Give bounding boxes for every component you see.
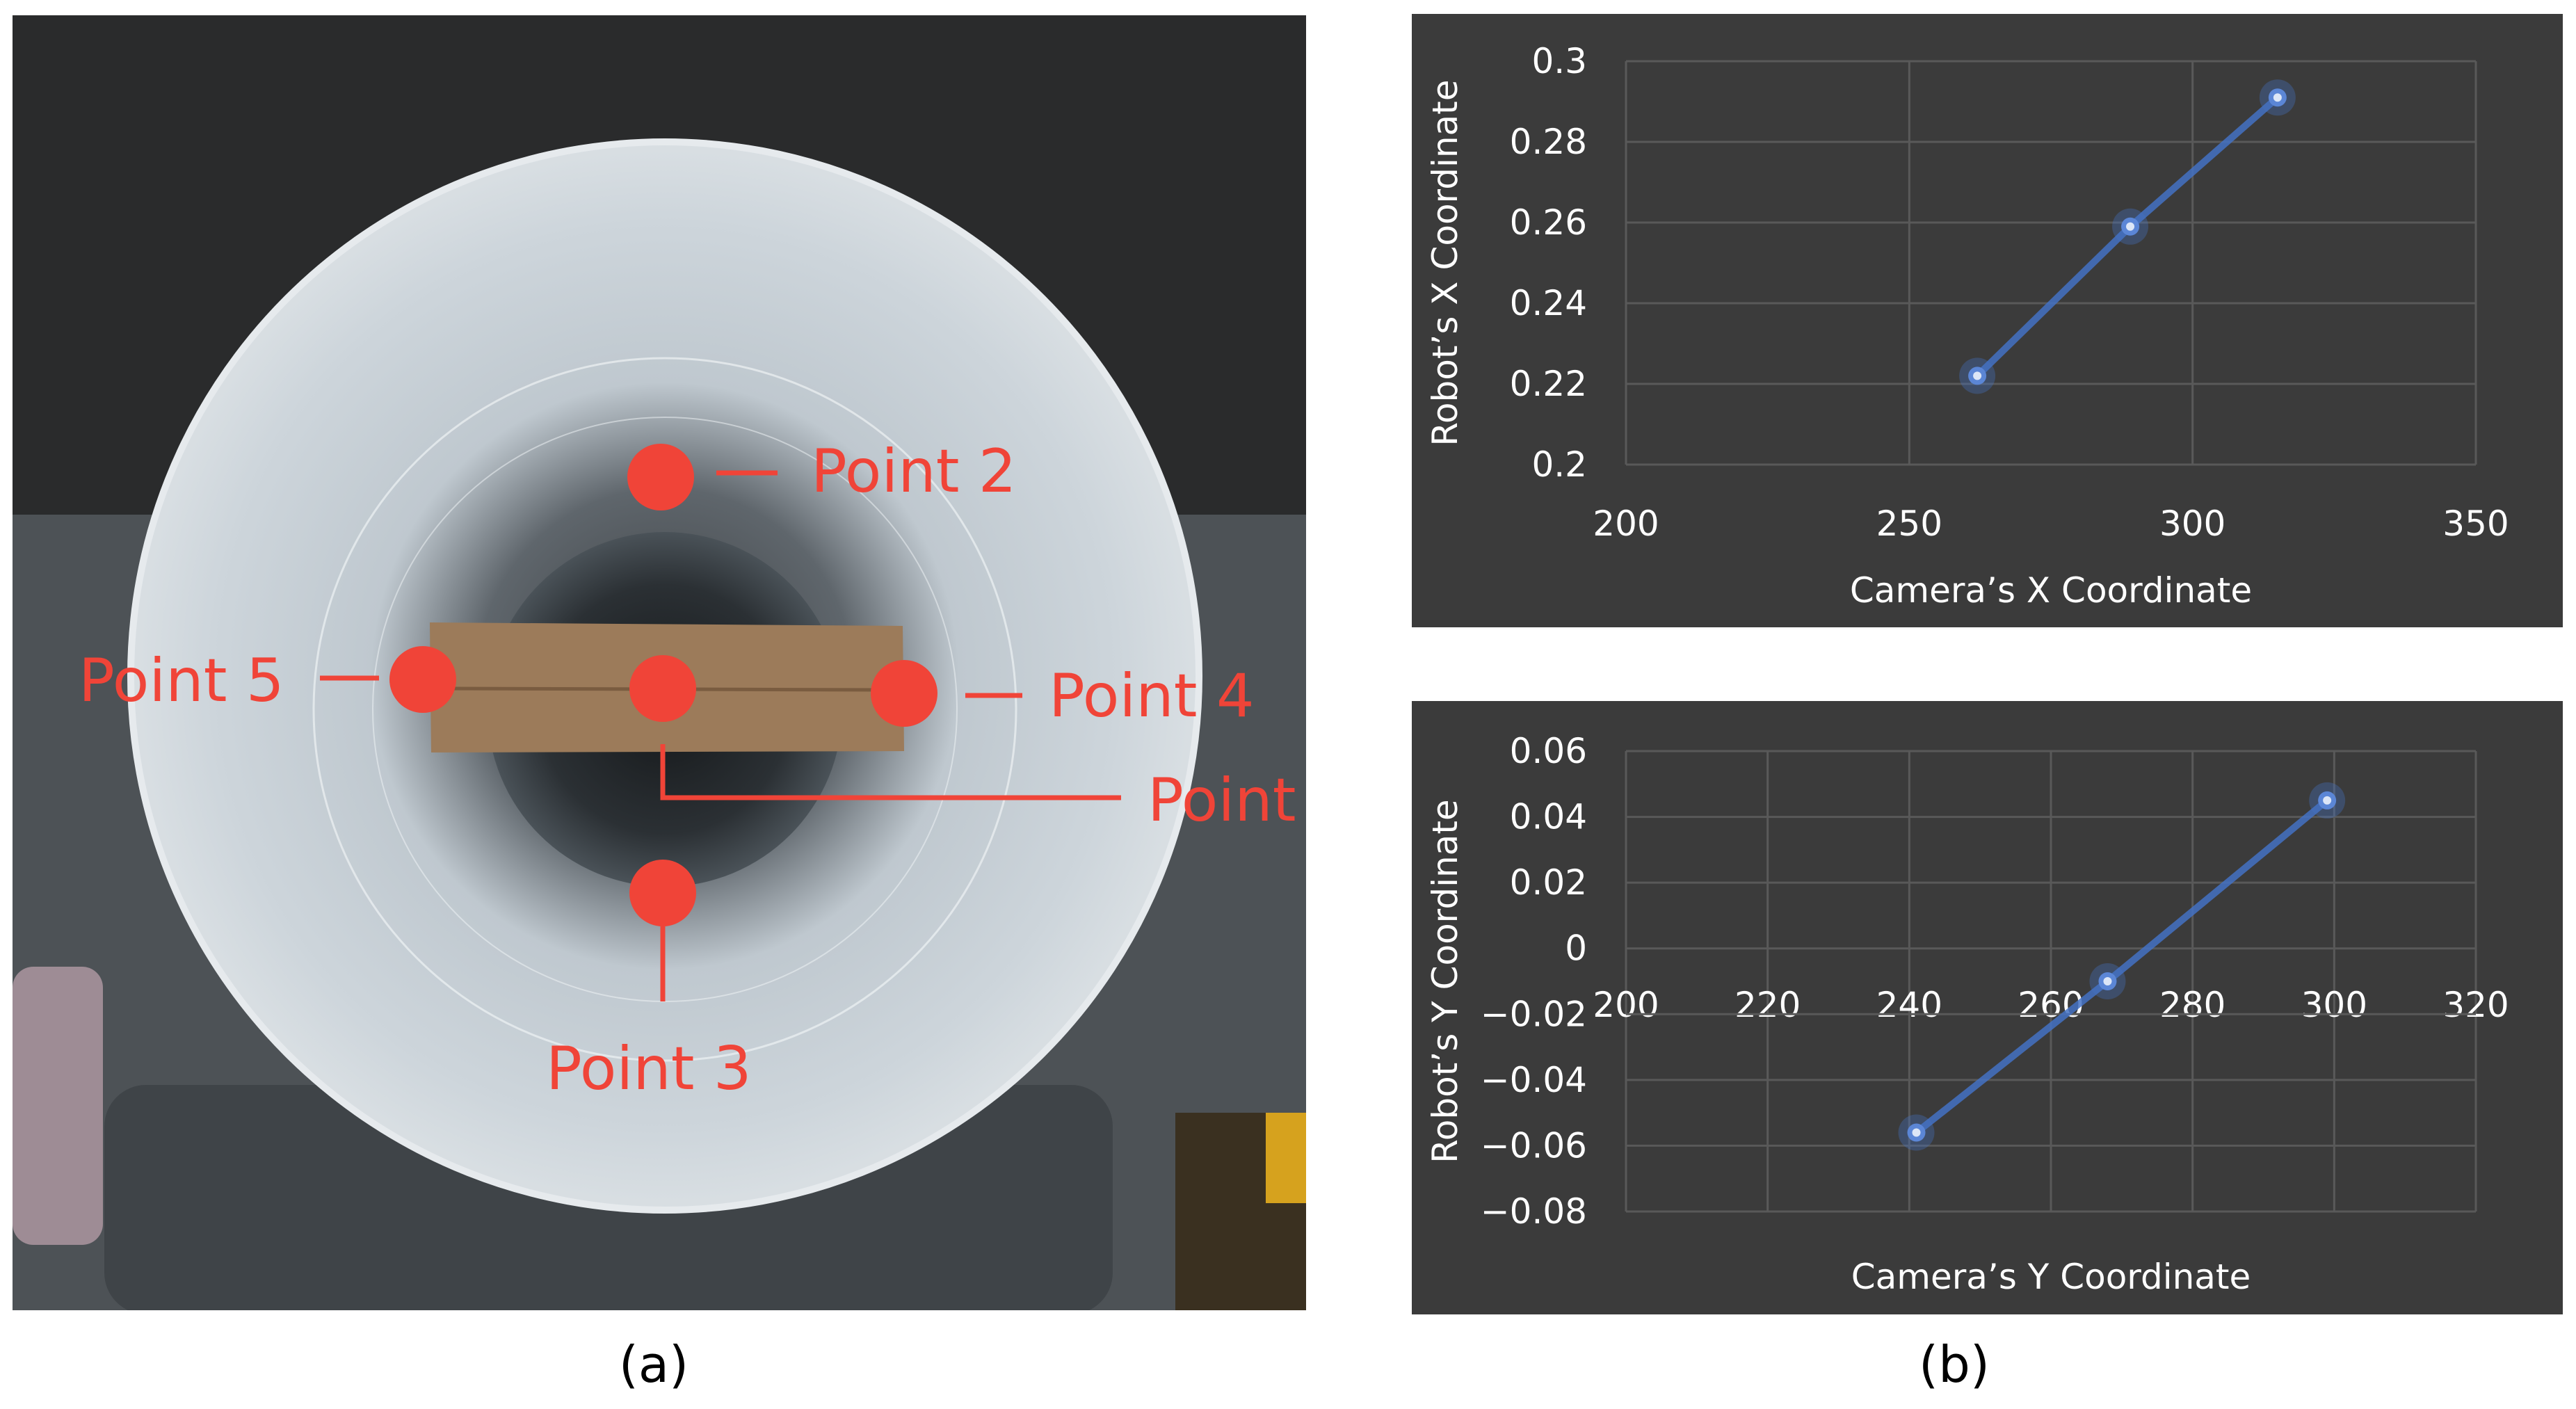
pink-object xyxy=(13,967,103,1245)
x-tick-label: 200 xyxy=(1593,504,1659,544)
panel-b-caption: (b) xyxy=(1919,1335,1990,1394)
point4-label: Point 4 xyxy=(1049,661,1255,731)
point1-leader xyxy=(660,744,1121,800)
data-point-center xyxy=(2323,796,2332,805)
x-tick-label: 300 xyxy=(2159,504,2225,544)
x-tick-label: 220 xyxy=(1734,985,1801,1025)
y-tick-label: 0.3 xyxy=(1531,41,1587,81)
y-tick-label: 0.22 xyxy=(1510,364,1587,404)
y-tick-label: 0 xyxy=(1565,928,1587,969)
x-tick-label: 280 xyxy=(2159,985,2225,1025)
data-point-center xyxy=(2126,222,2135,231)
point4-marker xyxy=(871,660,937,727)
x-tick-label: 300 xyxy=(2301,985,2367,1025)
y-tick-label: −0.04 xyxy=(1481,1060,1587,1100)
x-tick-label: 200 xyxy=(1593,985,1659,1025)
y-tick-label: 0.2 xyxy=(1531,444,1587,485)
chart-background xyxy=(1412,14,2563,627)
x-axis-title: Camera’s Y Coordinate xyxy=(1851,1257,2251,1297)
data-point-center xyxy=(2273,93,2282,102)
x-tick-label: 250 xyxy=(1876,504,1942,544)
data-point-center xyxy=(1912,1128,1921,1137)
x-axis-title: Camera’s X Coordinate xyxy=(1850,570,2252,611)
y-axis-title: Robot’s Y Coordinate xyxy=(1425,799,1465,1163)
y-axis-title: Robot’s X Coordinate xyxy=(1425,79,1465,446)
bowl-rim xyxy=(127,138,1202,1214)
data-point-center xyxy=(2103,977,2112,985)
y-tick-label: 0.24 xyxy=(1510,283,1587,323)
x-tick-label: 240 xyxy=(1876,985,1942,1025)
panel-a-caption: (a) xyxy=(618,1335,689,1394)
y-tick-label: −0.08 xyxy=(1481,1191,1587,1232)
toy-vehicle-yellow xyxy=(1266,1113,1306,1203)
point2-label: Point 2 xyxy=(811,437,1017,506)
x-tick-label: 320 xyxy=(2442,985,2509,1025)
x-tick-label: 350 xyxy=(2442,504,2509,544)
y-tick-label: 0.04 xyxy=(1510,797,1587,837)
y-tick-label: 0.06 xyxy=(1510,731,1587,771)
y-tick-label: 0.02 xyxy=(1510,862,1587,903)
point1-label: Point 1 xyxy=(1148,766,1353,835)
y-tick-label: −0.02 xyxy=(1481,994,1587,1034)
point3-marker xyxy=(629,860,696,926)
y-tick-label: 0.26 xyxy=(1510,202,1587,243)
data-point-center xyxy=(1973,371,1982,380)
bowl-inner-ring xyxy=(312,357,1017,1062)
y-tick-label: −0.06 xyxy=(1481,1125,1587,1166)
point5-label: Point 5 xyxy=(79,646,284,716)
point3-label: Point 3 xyxy=(546,1034,752,1104)
point2-marker xyxy=(627,444,694,510)
y-tick-label: 0.28 xyxy=(1510,122,1587,162)
point5-marker xyxy=(389,646,456,713)
point1-marker xyxy=(629,655,696,722)
